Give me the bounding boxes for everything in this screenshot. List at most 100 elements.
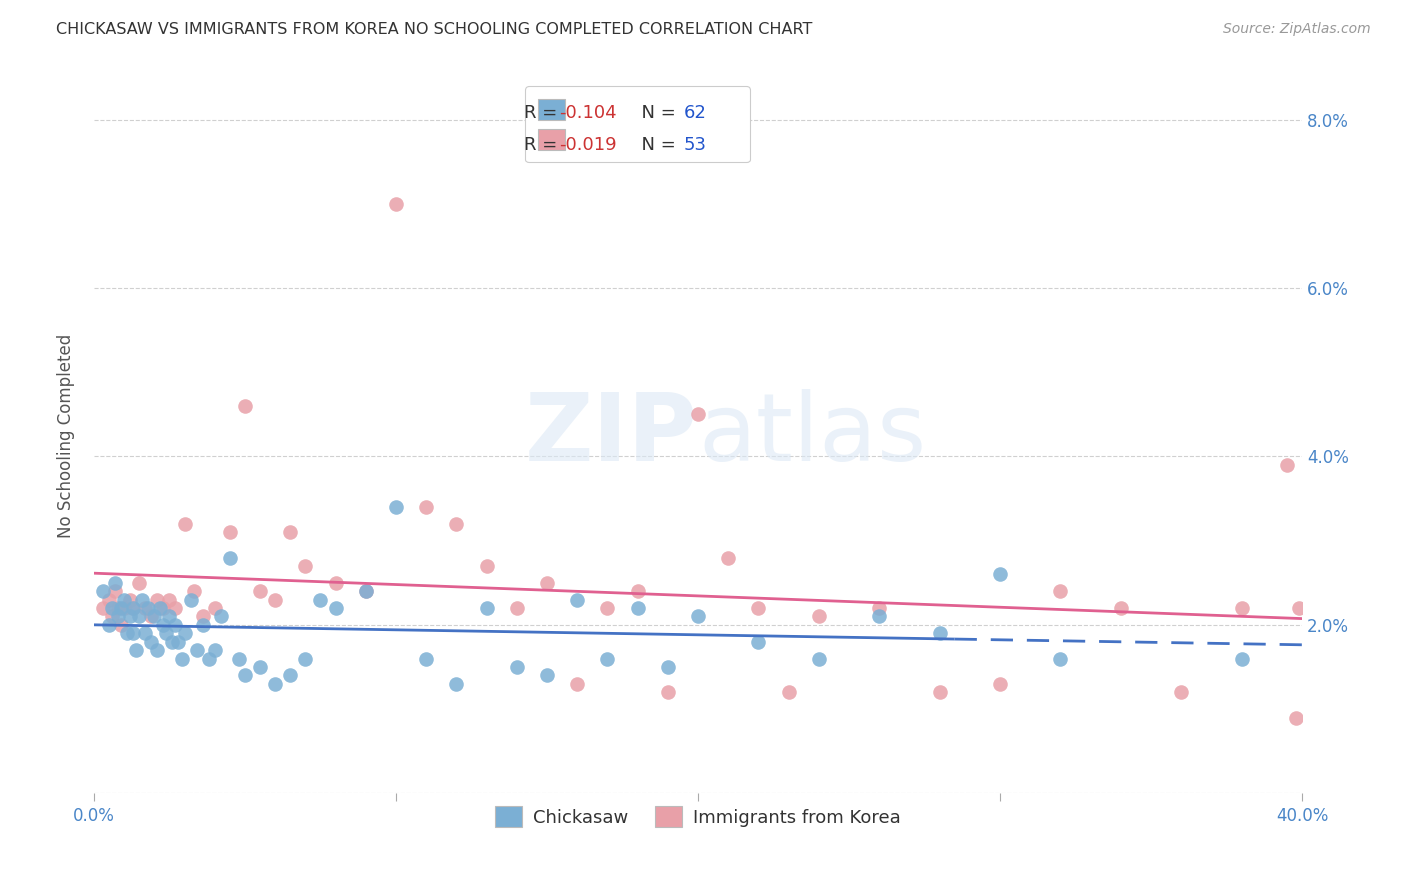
Point [155,626,177,640]
Point [1288,601,1310,615]
Point [626,584,648,599]
Point [204,643,226,657]
Point [131,592,153,607]
Point [536,575,558,590]
Point [596,651,619,665]
Point [91,601,114,615]
Point [165,618,187,632]
Point [183,584,205,599]
Point [233,668,256,682]
Point [565,677,588,691]
Point [717,550,740,565]
Point [112,592,135,607]
Point [354,584,377,599]
Point [778,685,800,699]
Point [110,618,132,632]
Point [134,601,156,615]
Text: R =: R = [524,136,562,153]
Point [173,516,195,531]
Point [506,601,529,615]
Point [136,601,159,615]
Text: -0.019: -0.019 [560,136,617,153]
Point [475,558,498,573]
Point [868,601,890,615]
Point [657,685,679,699]
Point [110,601,132,615]
Point [98,592,121,607]
Text: -0.104: -0.104 [560,103,617,121]
Text: R =: R = [524,103,562,121]
Point [112,601,135,615]
Point [264,592,287,607]
Point [107,609,129,624]
Point [596,601,619,615]
Point [159,592,181,607]
Point [626,601,648,615]
Point [278,668,301,682]
Point [294,651,316,665]
Point [807,651,830,665]
Point [146,592,169,607]
Point [309,592,332,607]
Point [325,601,347,615]
Point [120,592,142,607]
Point [191,618,214,632]
Point [1109,601,1132,615]
Point [385,500,408,514]
Point [149,601,172,615]
Point [988,567,1011,582]
Point [107,601,129,615]
Point [1170,685,1192,699]
Point [536,668,558,682]
Text: ZIP: ZIP [524,390,697,482]
Point [122,601,145,615]
Point [122,626,145,640]
Text: N =: N = [630,103,682,121]
Point [143,609,166,624]
Point [128,575,150,590]
Point [191,609,214,624]
Point [162,634,184,648]
Point [249,584,271,599]
Point [134,626,156,640]
Point [204,601,226,615]
Point [122,601,145,615]
Point [249,660,271,674]
Text: CHICKASAW VS IMMIGRANTS FROM KOREA NO SCHOOLING COMPLETED CORRELATION CHART: CHICKASAW VS IMMIGRANTS FROM KOREA NO SC… [56,22,813,37]
Point [1049,584,1071,599]
Point [128,609,150,624]
Point [657,660,679,674]
Point [1049,651,1071,665]
Point [120,609,142,624]
Text: N =: N = [630,136,682,153]
Point [565,592,588,607]
Point [446,677,468,691]
Point [475,601,498,615]
Point [415,500,437,514]
Point [209,609,232,624]
Text: 53: 53 [683,136,706,153]
Point [165,601,187,615]
Point [104,575,127,590]
Point [1285,710,1308,724]
Point [747,634,769,648]
Point [415,651,437,665]
Point [173,626,195,640]
Point [278,525,301,540]
Point [218,525,240,540]
Point [101,601,124,615]
Point [868,609,890,624]
Point [115,626,138,640]
Point [159,609,181,624]
Point [1230,601,1253,615]
Point [197,651,219,665]
Text: Source: ZipAtlas.com: Source: ZipAtlas.com [1223,22,1371,37]
Point [325,575,347,590]
Point [686,609,709,624]
Point [170,651,193,665]
Point [141,634,163,648]
Point [988,677,1011,691]
Point [98,618,121,632]
Point [928,685,950,699]
Point [141,609,163,624]
